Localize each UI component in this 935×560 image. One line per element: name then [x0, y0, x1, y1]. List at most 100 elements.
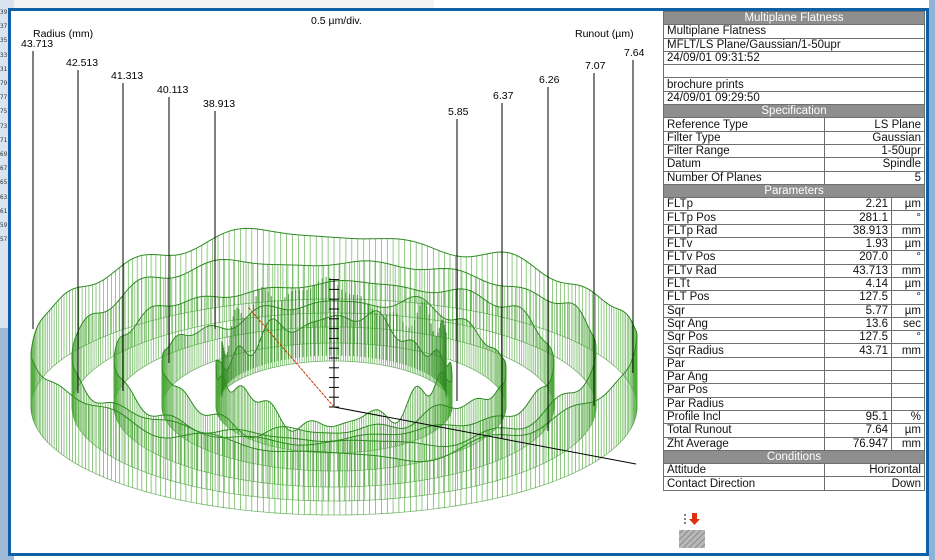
probe-contact-down-icon [678, 512, 706, 549]
spec-label: Datum [662, 157, 826, 172]
runout-label: 6.26 [539, 74, 560, 86]
param-unit: sec [891, 316, 925, 332]
param-unit: ° [891, 210, 925, 225]
profile-top-edge [30, 227, 638, 355]
param-value: 43.71 [824, 343, 892, 358]
parameter-row: FLTp 2.21 µm [662, 197, 925, 212]
runout-label: 6.37 [493, 90, 514, 102]
parameter-row: FLTp Rad 38.913 mm [662, 223, 925, 239]
ring-front-half [30, 335, 638, 516]
radius-axis-label: Radius (mm) [33, 28, 93, 40]
spec-label: Number Of Planes [662, 170, 826, 185]
background-line-number: 71 [0, 136, 8, 144]
info-line: 24/09/01 09:29:50 [663, 90, 925, 106]
param-label: Sqr Ang [662, 316, 826, 332]
profile-top-edge [215, 363, 453, 432]
background-line-number: 39 [0, 9, 8, 16]
conditions-header-row: Conditions [663, 449, 925, 465]
specification-row: Datum Spindle [662, 157, 925, 172]
param-unit [891, 356, 925, 372]
info-row: 24/09/01 09:29:50 [663, 90, 925, 106]
spec-value: Spindle [824, 157, 925, 172]
background-line-number: 35 [0, 37, 8, 45]
parameter-row: FLTv Rad 43.713 mm [662, 263, 925, 278]
param-unit: µm [891, 276, 925, 292]
param-value: 127.5 [824, 330, 892, 345]
runout-label: 7.07 [585, 60, 606, 72]
parameters-header: Parameters [663, 183, 925, 199]
results-panel: Multiplane Flatness Multiplane Flatness MF… [662, 10, 925, 491]
parameter-row: Sqr Pos 127.5 ° [662, 330, 925, 345]
background-line-number: 33 [0, 51, 8, 59]
param-unit: µm [891, 237, 925, 252]
param-value: 1.93 [824, 237, 892, 252]
param-value: 95.1 [824, 409, 892, 425]
spec-label: Filter Range [662, 143, 826, 159]
param-value: 7.64 [824, 423, 892, 438]
param-value: 13.6 [824, 316, 892, 332]
background-line-number: 77 [0, 94, 8, 102]
ring-front-half [71, 348, 597, 502]
param-value [824, 383, 892, 398]
background-window-strip [14, 0, 434, 9]
background-line-number: 73 [0, 122, 8, 130]
param-unit: ° [891, 330, 925, 345]
profile-top-edge [161, 364, 507, 439]
parameter-row: Par [662, 356, 925, 372]
parameter-row: Par Ang [662, 370, 925, 385]
param-unit: µm [891, 197, 925, 212]
background-line-number: 37 [0, 23, 8, 31]
param-label: FLTv Pos [662, 250, 826, 265]
background-line-number: 31 [0, 65, 8, 73]
info-line: 24/09/01 09:31:52 [663, 50, 925, 66]
reference-axis-line [333, 406, 637, 465]
parameter-row: Sqr 5.77 µm [662, 303, 925, 318]
parameter-row: FLTp Pos 281.1 ° [662, 210, 925, 225]
param-value [824, 370, 892, 385]
background-line-number: 63 [0, 193, 8, 201]
parameter-row: FLTv 1.93 µm [662, 237, 925, 252]
param-value: 43.713 [824, 263, 892, 278]
profile-top-edge [71, 258, 597, 358]
max-deviation-marker [247, 306, 335, 408]
background-line-number: 69 [0, 151, 8, 158]
info-line: Multiplane Flatness [663, 24, 925, 39]
spec-value: 5 [824, 170, 925, 185]
parameter-row: Total Runout 7.64 µm [662, 423, 925, 438]
parameter-row: FLTt 4.14 µm [662, 276, 925, 292]
param-value: 38.913 [824, 223, 892, 239]
background-line-number: 75 [0, 108, 8, 116]
specification-row: Number Of Planes 5 [662, 170, 925, 185]
param-label: FLTp [662, 197, 826, 212]
parameter-row: Par Radius [662, 396, 925, 411]
info-row: brochure prints [663, 77, 925, 92]
param-label: Par Ang [662, 370, 826, 385]
param-label: FLTt [662, 276, 826, 292]
profile-bottom-edge [30, 406, 638, 516]
param-label: Par Pos [662, 383, 826, 398]
specification-header-row: Specification [663, 104, 925, 119]
ring-front-half [161, 364, 507, 472]
param-label: FLTp Rad [662, 223, 826, 239]
background-line-number: 79 [0, 80, 8, 87]
info-line [663, 64, 925, 79]
parameter-row: FLT Pos 127.5 ° [662, 290, 925, 305]
param-label: Zht Average [662, 436, 826, 451]
radius-label: 38.913 [203, 98, 235, 110]
specification-row: Reference Type LS Plane [662, 117, 925, 132]
param-value: 207.0 [824, 250, 892, 265]
param-unit [891, 370, 925, 385]
panel-header-row: Multiplane Flatness [663, 10, 925, 26]
param-value: 5.77 [824, 303, 892, 318]
flatness-3d-plot: 43.713 42.513 41.313 40.113 38.913 5.85 6.37 6.… [21, 15, 645, 516]
radius-label: 43.713 [21, 38, 53, 50]
spec-value: LS Plane [824, 117, 925, 132]
param-label: Par Radius [662, 396, 826, 411]
condition-label: Attitude [662, 463, 826, 478]
param-unit: ° [891, 250, 925, 265]
background-line-number: 59 [0, 222, 8, 229]
param-label: FLTp Pos [662, 210, 826, 225]
param-label: Profile Incl [662, 409, 826, 425]
param-label: FLT Pos [662, 290, 826, 305]
background-line-number: 65 [0, 179, 8, 187]
